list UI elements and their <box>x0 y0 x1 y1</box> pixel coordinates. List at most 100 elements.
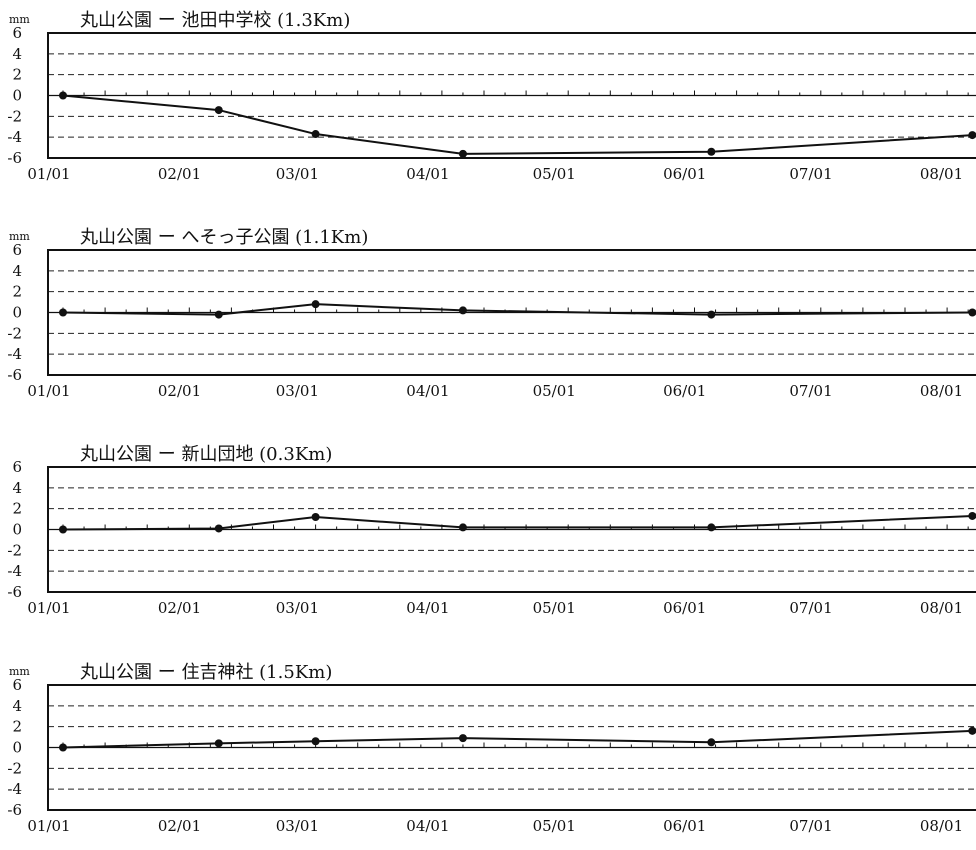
data-point <box>214 524 223 533</box>
y-tick-label: -6 <box>7 583 22 601</box>
x-tick-label: 04/01 <box>406 599 449 617</box>
chart-title: 丸山公園 ー 新山団地 (0.3Km) <box>80 444 332 465</box>
data-point <box>707 310 716 319</box>
y-tick-label: -6 <box>7 149 22 167</box>
x-tick-label: 03/01 <box>276 817 319 835</box>
x-tick-label: 03/01 <box>276 382 319 400</box>
plot-frame <box>47 32 976 159</box>
x-tick-label: 07/01 <box>789 165 832 183</box>
data-point <box>311 513 320 521</box>
y-tick-label: 6 <box>12 458 22 476</box>
y-tick-label: 0 <box>12 521 22 539</box>
x-tick-label: 07/01 <box>789 382 832 400</box>
y-tick-label: 2 <box>12 718 22 736</box>
chart-panel-1: mm 丸山公園 ー 池田中学校 (1.3Km) 6 4 2 0 -2 -4 -6 01/01 02/… <box>7 10 976 183</box>
y-tick-label: 0 <box>12 87 22 105</box>
data-point <box>214 106 223 115</box>
x-tick-label: 01/01 <box>27 165 70 183</box>
chart-title: 丸山公園 ー へそっ子公園 (1.1Km) <box>80 227 368 248</box>
x-tick-label: 02/01 <box>158 599 201 617</box>
data-point <box>311 737 320 746</box>
y-tick-label: 4 <box>12 45 22 63</box>
y-tick-label: 4 <box>12 479 22 497</box>
y-tick-label: -2 <box>7 324 22 342</box>
y-tick-label: -2 <box>7 541 22 559</box>
y-tick-label: 4 <box>12 697 22 715</box>
y-tick-label: -2 <box>7 107 22 125</box>
x-tick-label: 01/01 <box>27 382 70 400</box>
data-point <box>59 91 67 100</box>
x-tick-label: 01/01 <box>27 817 70 835</box>
chart-title: 丸山公園 ー 住吉神社 (1.5Km) <box>80 662 332 683</box>
y-unit-label: mm <box>9 230 30 243</box>
y-tick-label: 2 <box>12 500 22 518</box>
y-tick-label: -4 <box>7 128 22 146</box>
x-tick-label: 06/01 <box>663 165 706 183</box>
x-tick-label: 08/01 <box>920 382 963 400</box>
x-tick-label: 06/01 <box>663 382 706 400</box>
data-point <box>968 131 976 140</box>
x-tick-label: 01/01 <box>27 599 70 617</box>
chart-panel-3: 丸山公園 ー 新山団地 (0.3Km) 6 4 2 0 -2 -4 -6 01/01 02/01 0… <box>7 444 976 617</box>
data-point <box>59 743 67 752</box>
x-tick-label: 02/01 <box>158 817 201 835</box>
plot-frame <box>47 249 976 376</box>
plot-frame <box>47 466 976 593</box>
data-point <box>458 149 467 158</box>
plot-frame <box>47 684 976 811</box>
data-point <box>458 306 467 315</box>
y-tick-label: 6 <box>12 241 22 259</box>
y-tick-label: 2 <box>12 66 22 84</box>
x-tick-label: 04/01 <box>406 165 449 183</box>
data-point <box>311 130 320 139</box>
x-tick-label: 02/01 <box>158 165 201 183</box>
x-tick-label: 06/01 <box>663 817 706 835</box>
data-point <box>968 511 976 520</box>
data-point <box>214 739 223 748</box>
y-tick-label: -4 <box>7 562 22 580</box>
x-tick-label: 04/01 <box>406 817 449 835</box>
y-tick-label: 0 <box>12 739 22 757</box>
series-line <box>62 94 973 155</box>
chart-title: 丸山公園 ー 池田中学校 (1.3Km) <box>80 10 350 31</box>
x-tick-label: 08/01 <box>920 599 963 617</box>
data-point <box>707 738 716 747</box>
data-point <box>214 310 223 319</box>
y-tick-label: 6 <box>12 24 22 42</box>
y-tick-label: 6 <box>12 676 22 694</box>
data-point <box>59 525 67 534</box>
data-point <box>707 523 716 532</box>
x-tick-label: 08/01 <box>920 817 963 835</box>
y-tick-label: -6 <box>7 801 22 819</box>
chart-panel-2: mm 丸山公園 ー へそっ子公園 (1.1Km) 6 4 2 0 -2 -4 -6 01/01 02… <box>7 227 976 400</box>
x-tick-label: 07/01 <box>789 817 832 835</box>
x-tick-label: 06/01 <box>663 599 706 617</box>
data-point <box>458 734 467 743</box>
data-point <box>707 147 716 156</box>
zero-axis-minor-ticks <box>62 90 969 96</box>
series-line <box>62 514 973 531</box>
data-point <box>311 300 320 309</box>
x-tick-label: 07/01 <box>789 599 832 617</box>
x-tick-label: 05/01 <box>533 817 576 835</box>
series-line <box>62 303 973 316</box>
data-point <box>59 308 67 317</box>
x-tick-label: 05/01 <box>533 165 576 183</box>
y-tick-label: -4 <box>7 345 22 363</box>
y-tick-label: 2 <box>12 283 22 301</box>
data-point <box>968 726 976 735</box>
x-tick-label: 08/01 <box>920 165 963 183</box>
data-point <box>968 308 976 317</box>
series-line <box>62 729 973 749</box>
chart-panel-4: mm 丸山公園 ー 住吉神社 (1.5Km) 6 4 2 0 -2 -4 -6 01/01 02/0… <box>7 662 976 835</box>
y-unit-label: mm <box>9 13 30 26</box>
y-tick-label: 4 <box>12 262 22 280</box>
y-tick-label: -4 <box>7 780 22 798</box>
y-tick-label: -6 <box>7 366 22 384</box>
y-tick-label: -2 <box>7 759 22 777</box>
x-tick-label: 04/01 <box>406 382 449 400</box>
x-tick-label: 05/01 <box>533 599 576 617</box>
y-tick-label: 0 <box>12 304 22 322</box>
x-tick-label: 03/01 <box>276 165 319 183</box>
